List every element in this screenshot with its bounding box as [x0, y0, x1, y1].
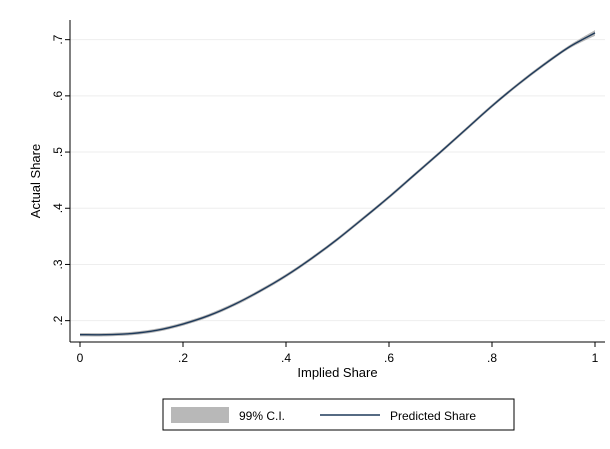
y-tick-label-2: .4 — [51, 203, 65, 213]
legend-label-predicted: Predicted Share — [390, 409, 476, 423]
axes: .2 .3 .4 .5 .6 .7 0 .2 .4 .6 .8 1 Implied Share Actua… — [28, 20, 605, 380]
x-tick-label-5: 1 — [592, 351, 599, 365]
x-tick-label-1: .2 — [178, 351, 188, 365]
predicted-share-line — [79, 32, 596, 336]
x-tick-label-0: 0 — [77, 351, 84, 365]
predicted-line-group — [79, 32, 596, 336]
x-tick-label-2: .4 — [281, 351, 291, 365]
y-axis-title: Actual Share — [28, 144, 43, 218]
x-axis-title: Implied Share — [297, 365, 377, 380]
y-tick-label-0: .2 — [51, 315, 65, 325]
y-tick-label-4: .6 — [51, 91, 65, 101]
y-tick-label-5: .7 — [51, 34, 65, 44]
legend: 99% C.I. Predicted Share — [162, 398, 515, 431]
x-tick-label-3: .6 — [384, 351, 394, 365]
gridlines — [70, 39, 605, 322]
x-tick-label-4: .8 — [487, 351, 497, 365]
legend-swatch-ci — [171, 407, 229, 423]
legend-label-ci: 99% C.I. — [239, 409, 285, 423]
y-tick-label-3: .5 — [51, 147, 65, 157]
y-tick-label-1: .3 — [51, 259, 65, 269]
